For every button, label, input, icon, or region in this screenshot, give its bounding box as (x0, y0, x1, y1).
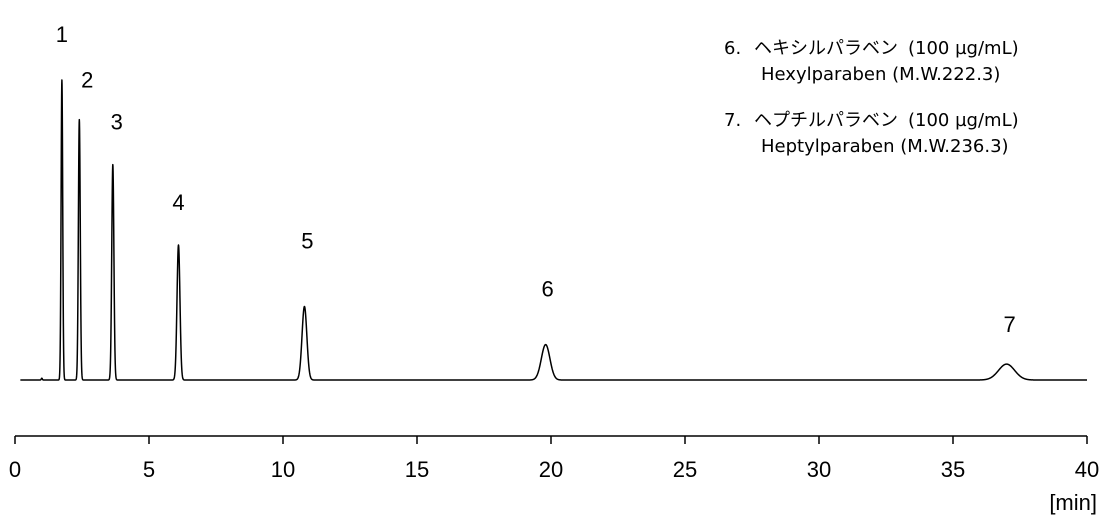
legend-line-japanese: 6. ヘキシルパラベン (100 µg/mL) (724, 36, 1099, 62)
legend-line-japanese: 7. ヘプチルパラベン (100 µg/mL) (724, 108, 1099, 134)
x-tick-label: 40 (1075, 457, 1099, 482)
x-tick-label: 5 (143, 457, 155, 482)
legend-entry-hexylparaben: 6. ヘキシルパラベン (100 µg/mL) Hexylparaben (M.W.… (724, 36, 1099, 88)
x-tick-label: 0 (9, 457, 21, 482)
legend-number: 6. (724, 38, 742, 59)
legend-name-en: Heptylparaben (M.W.236.3) (761, 136, 1009, 157)
peak-label-1: 1 (56, 22, 68, 47)
peak-label-6: 6 (541, 277, 553, 302)
x-tick-label: 35 (941, 457, 965, 482)
x-tick-label: 20 (539, 457, 563, 482)
x-tick-label: 25 (673, 457, 697, 482)
x-tick-label: 10 (271, 457, 295, 482)
peak-label-7: 7 (1003, 312, 1015, 337)
legend-name-ja: ヘプチルパラベン (754, 110, 898, 131)
legend-number: 7. (724, 110, 742, 131)
x-tick-label: 15 (405, 457, 429, 482)
peak-labels: 123 4 5 6 7 (56, 22, 1016, 337)
peak-label-5: 5 (301, 229, 313, 254)
legend-name-en: Hexylparaben (M.W.222.3) (761, 64, 1001, 85)
peak-label-4: 4 (172, 190, 184, 215)
legend-concentration: (100 µg/mL) (908, 110, 1019, 131)
x-ticks: 0 5 10 15 20 25 30 35 40 (9, 436, 1099, 482)
chromatogram-trace (19, 79, 1088, 381)
x-axis-unit-label: [min] (1049, 490, 1097, 515)
legend-name-ja: ヘキシルパラベン (754, 38, 898, 59)
peak-label-3: 3 (111, 110, 123, 135)
x-tick-label: 30 (807, 457, 831, 482)
legend-entry-heptylparaben: 7. ヘプチルパラベン (100 µg/mL) Heptylparaben (M.W… (724, 108, 1099, 160)
compound-legend: 6. ヘキシルパラベン (100 µg/mL) Hexylparaben (M.W.… (724, 36, 1099, 180)
peak-label-2: 2 (81, 68, 93, 93)
legend-concentration: (100 µg/mL) (908, 38, 1019, 59)
